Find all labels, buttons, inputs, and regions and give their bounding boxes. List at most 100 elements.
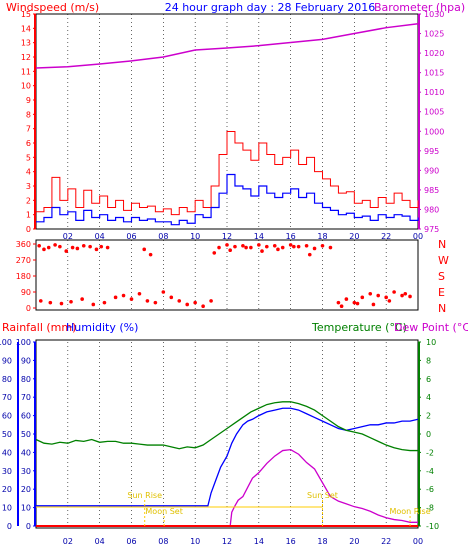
- temp-series: [35, 401, 419, 527]
- temp-x-tick-label: 22: [381, 537, 391, 546]
- barometer-y-axis: 975 980 985 990 995 1000 1005 1010 1015 1020 1025 1…: [418, 10, 444, 234]
- baro-y-tick-label: 990: [424, 166, 439, 175]
- direction-point: [403, 291, 408, 296]
- direction-point: [99, 244, 104, 249]
- direction-point: [42, 247, 46, 252]
- compass-label: N: [438, 238, 446, 251]
- wind-x-tick-label: 14: [254, 232, 264, 241]
- direction-point: [228, 248, 232, 253]
- direction-point: [272, 243, 277, 248]
- barometer-line: [35, 23, 419, 69]
- direction-point: [217, 245, 221, 250]
- humidity-y-axis: 0 0 10 10 20 20 30 30 40 40 50 50 60 60 70 70 80 80 90 90 10…: [0, 338, 36, 531]
- baro-y-tick-label: 975: [424, 225, 439, 234]
- temp-x-tick-label: 10: [190, 537, 200, 546]
- wind-y-tick-label: 9: [26, 96, 31, 105]
- direction-point: [177, 299, 182, 303]
- direction-point: [102, 300, 107, 305]
- temperature-line: [35, 401, 418, 452]
- direction-point: [244, 245, 248, 250]
- direction-point: [53, 243, 57, 247]
- direction-point: [38, 299, 43, 303]
- baro-y-tick-label: 1020: [424, 49, 444, 58]
- direction-point: [225, 243, 229, 247]
- barometer-axis-title: Barometer (hpa): [374, 1, 465, 14]
- windspeed-avg-line: [36, 173, 419, 226]
- temp-y-tick-label: 10: [426, 338, 436, 347]
- temp-x-tick-label: 18: [317, 537, 327, 546]
- direction-point: [70, 245, 75, 250]
- direction-y-tick-label: 180: [16, 272, 31, 281]
- direction-point: [161, 290, 166, 294]
- temp-y-tick-label: 4: [426, 393, 431, 402]
- temp-y-tick-label: 8: [426, 356, 431, 365]
- moon-set-label: Moon Set: [145, 507, 182, 516]
- temp-y-tick-label: -8: [426, 504, 434, 513]
- temp-y-tick-label: 2: [426, 412, 431, 421]
- wind-x-tick-label: 08: [158, 232, 168, 241]
- direction-point: [280, 245, 285, 250]
- direction-point: [241, 243, 245, 248]
- temp-panel-grid: [67, 342, 419, 526]
- direction-point: [276, 247, 280, 252]
- rainfall-y-tick-label: 20: [2, 485, 12, 494]
- humidity-line: [36, 407, 419, 507]
- direction-point: [69, 299, 73, 304]
- wind-y-tick-label: 13: [21, 39, 31, 48]
- direction-point: [296, 244, 301, 249]
- direction-point: [121, 293, 126, 298]
- direction-points: [37, 243, 412, 309]
- baro-y-tick-label: 985: [424, 186, 439, 195]
- rainfall-y-tick-label: 30: [2, 467, 12, 476]
- wind-x-tick-label: 22: [381, 232, 391, 241]
- humidity-temperature-panel: 0010102020303040405050606070708080909010…: [0, 338, 439, 546]
- wind-y-tick-label: 12: [21, 53, 31, 62]
- temp-x-tick-label: 20: [349, 537, 359, 546]
- humidity-axis-title: Humidity (%): [66, 321, 138, 334]
- moon-rise-label: Moon Rise: [389, 507, 430, 516]
- temperature-axis-title: Temperature (°C): [311, 321, 407, 334]
- wind-y-tick-label: 15: [21, 10, 31, 19]
- direction-point: [371, 302, 376, 307]
- direction-point: [233, 244, 237, 249]
- dew-point-line: [229, 448, 418, 527]
- baro-y-tick-label: 1025: [424, 30, 444, 39]
- direction-point: [384, 295, 388, 300]
- direction-y-tick-label: 360: [16, 240, 31, 249]
- baro-y-tick-label: 995: [424, 147, 439, 156]
- baro-y-tick-label: 1000: [424, 127, 444, 136]
- temp-y-tick-label: -10: [426, 522, 439, 531]
- direction-point: [64, 249, 69, 253]
- direction-point: [392, 290, 396, 294]
- temp-x-axis: 02 04 06 08 10 12 14 16 18 20 22 00: [63, 537, 423, 546]
- wind-y-tick-label: 10: [21, 82, 31, 91]
- wind-x-tick-label: 02: [63, 232, 73, 241]
- temp-x-tick-label: 00: [413, 537, 423, 546]
- wind-x-tick-label: 10: [190, 232, 200, 241]
- wind-x-tick-label: 06: [126, 232, 136, 241]
- direction-point: [169, 295, 174, 300]
- direction-point: [307, 252, 312, 257]
- wind-y-tick-label: 8: [26, 110, 31, 119]
- direction-y-tick-label: 90: [21, 288, 31, 297]
- direction-point: [212, 251, 217, 255]
- direction-point: [352, 300, 357, 305]
- direction-point: [368, 291, 373, 296]
- direction-point: [91, 302, 96, 307]
- direction-point: [137, 291, 142, 296]
- wind-x-tick-label: 20: [349, 232, 359, 241]
- wind-y-tick-label: 11: [21, 67, 31, 76]
- compass-label: S: [438, 270, 445, 283]
- direction-point: [304, 243, 309, 248]
- temp-y-tick-label: -6: [426, 485, 434, 494]
- wind-series: [35, 23, 419, 226]
- direction-point: [37, 243, 41, 248]
- sun-moon-events: Moon Rise Sun Rise Moon Set Sun Set: [36, 491, 431, 526]
- direction-point: [376, 293, 381, 298]
- temp-x-tick-label: 14: [254, 537, 264, 546]
- direction-point: [59, 301, 64, 306]
- humidity-y-tick-label: 0: [26, 522, 31, 531]
- rainfall-y-tick-label: 80: [2, 375, 12, 384]
